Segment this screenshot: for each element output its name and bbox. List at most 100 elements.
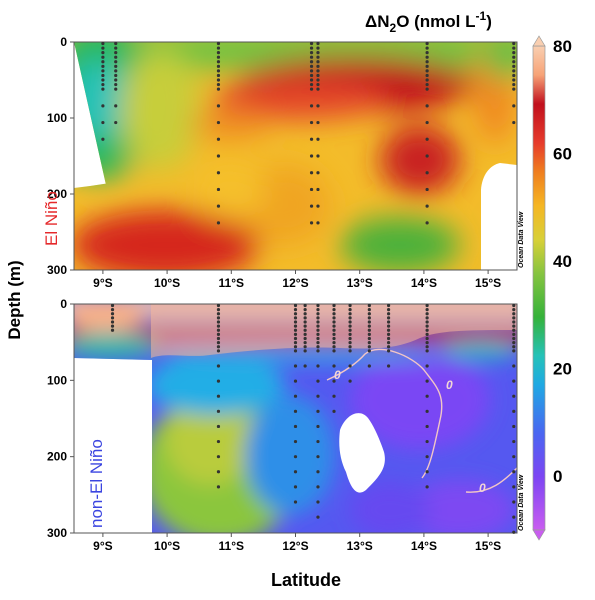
sample-point-non-el-nino-6 [348,324,352,328]
sample-point-non-el-nino-7 [367,308,371,312]
panel-label-el-nino: El Niño [42,191,61,246]
sample-point-el-nino-2 [216,120,221,125]
sample-point-non-el-nino-9 [425,470,429,474]
sample-point-el-nino-5 [425,104,429,108]
sample-point-non-el-nino-9 [425,328,429,332]
sample-point-el-nino-2 [216,204,221,208]
sample-point-el-nino-1 [114,60,118,64]
sample-point-non-el-nino-7 [367,328,371,332]
sample-point-el-nino-5 [425,82,429,87]
sample-point-el-nino-4 [316,78,320,82]
sample-point-el-nino-4 [316,154,320,158]
sample-point-el-nino-3 [309,46,314,50]
colorbar-max-arrow [532,35,546,47]
sample-point-non-el-nino-5 [332,394,336,398]
sample-point-non-el-nino-6 [348,320,352,324]
colorbar-tick-1: 60 [553,145,572,164]
sample-point-non-el-nino-1 [216,485,221,489]
sample-point-non-el-nino-10 [512,409,516,413]
sample-point-non-el-nino-4 [316,409,320,413]
sample-point-non-el-nino-10 [512,345,516,349]
sample-point-non-el-nino-2 [293,500,298,504]
sample-point-el-nino-3 [309,82,314,87]
sample-point-non-el-nino-8 [386,308,391,312]
sample-point-non-el-nino-6 [348,316,352,320]
sample-point-non-el-nino-6 [348,364,352,368]
y-tick-label-non-el-nino-2: 200 [47,450,67,464]
sample-point-non-el-nino-9 [425,312,429,316]
sample-point-el-nino-0 [101,104,105,108]
x-tick-label-el-nino-0: 9°S [93,276,112,290]
sample-point-non-el-nino-1 [216,455,221,459]
sample-point-non-el-nino-1 [216,439,221,444]
sample-point-non-el-nino-3 [303,336,307,341]
sample-point-non-el-nino-4 [316,485,320,489]
sample-point-el-nino-3 [309,204,314,208]
sample-point-el-nino-3 [309,187,314,192]
sample-point-non-el-nino-3 [303,320,307,324]
sample-point-non-el-nino-9 [425,394,429,398]
sample-point-el-nino-5 [425,60,429,64]
panel-non-el-nino: 0 0 0 9°S 10°S 11°S 12°S 13°S 14°S 15°S 0 100 20… [47,297,525,553]
sample-point-el-nino-4 [316,64,320,68]
sample-point-non-el-nino-7 [367,336,371,341]
sample-point-el-nino-4 [316,55,320,59]
sample-point-non-el-nino-7 [367,345,371,349]
x-axis-label: Latitude [271,570,341,590]
sample-point-non-el-nino-2 [293,455,298,459]
x-tick-label-el-nino-1: 10°S [154,276,180,290]
sample-point-non-el-nino-10 [512,328,516,332]
sample-point-non-el-nino-5 [332,349,336,353]
sample-point-non-el-nino-1 [216,349,221,353]
sample-point-non-el-nino-5 [332,308,336,312]
sample-point-non-el-nino-10 [512,485,516,489]
sample-point-non-el-nino-8 [386,328,391,332]
x-tick-label-el-nino-3: 12°S [282,276,308,290]
sample-point-el-nino-4 [316,60,320,64]
sample-point-el-nino-4 [316,221,320,225]
sample-point-non-el-nino-6 [348,312,352,316]
colorbar-tick-3: 20 [553,360,572,379]
sample-point-non-el-nino-4 [316,341,320,345]
colorbar-min-arrow [532,529,546,541]
sample-point-el-nino-3 [309,120,314,125]
sample-point-non-el-nino-10 [512,364,516,368]
sample-point-el-nino-5 [425,51,429,55]
sample-point-el-nino-4 [316,46,320,50]
sample-point-non-el-nino-1 [216,341,221,345]
colorbar-ticks: 80 60 40 20 0 [553,37,572,486]
sample-point-non-el-nino-2 [293,394,298,398]
sample-point-non-el-nino-3 [303,308,307,312]
sample-point-non-el-nino-0 [110,303,115,308]
sample-point-el-nino-6 [512,104,516,108]
sample-point-el-nino-2 [216,221,221,225]
y-axis-el-nino: 0 100 200 300 [47,35,74,277]
sample-point-non-el-nino-9 [425,308,429,312]
sample-point-non-el-nino-10 [512,336,516,341]
sample-point-non-el-nino-2 [293,379,298,383]
x-tick-label-non-el-nino-4: 13°S [347,539,373,553]
sample-point-el-nino-3 [309,41,314,46]
sample-point-el-nino-3 [309,60,314,64]
sample-point-non-el-nino-1 [216,316,221,320]
sample-point-el-nino-3 [309,78,314,82]
sample-point-non-el-nino-3 [303,364,307,368]
sample-point-non-el-nino-3 [303,316,307,320]
odv-watermark-top: Ocean Data View [518,211,525,268]
sample-point-non-el-nino-10 [512,316,516,320]
sample-point-non-el-nino-2 [293,424,298,429]
sample-point-el-nino-0 [101,82,105,87]
sample-point-non-el-nino-6 [348,341,352,345]
sample-point-el-nino-4 [316,87,320,91]
sample-point-non-el-nino-9 [425,485,429,489]
sample-point-non-el-nino-1 [216,320,221,324]
sample-point-el-nino-4 [316,171,320,175]
sample-point-non-el-nino-8 [386,332,391,336]
sample-point-el-nino-1 [114,46,118,50]
heatmap-non-el-nino [74,304,517,533]
sample-point-el-nino-1 [114,120,118,125]
sample-point-non-el-nino-3 [303,324,307,328]
sample-point-non-el-nino-8 [386,364,391,368]
sample-point-non-el-nino-4 [316,303,320,308]
